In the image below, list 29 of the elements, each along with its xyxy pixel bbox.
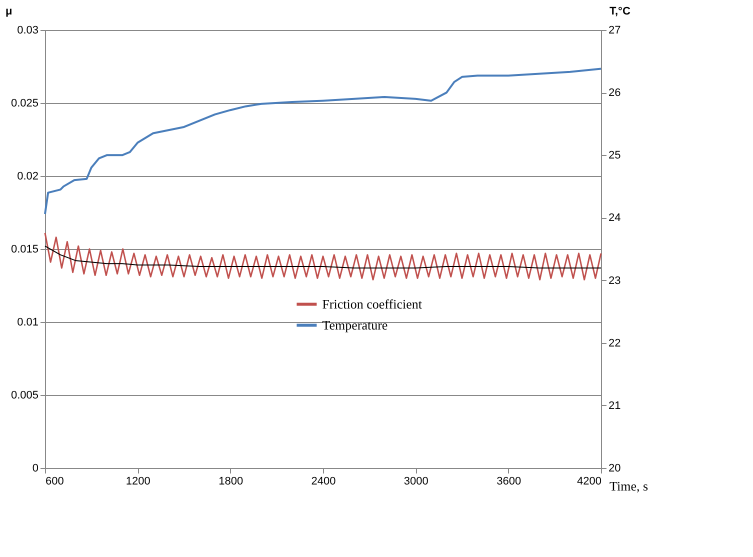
y2-tick-label: 20	[608, 462, 621, 474]
y2-tick-label: 27	[608, 24, 621, 36]
x-tick-label: 2400	[311, 476, 336, 488]
x-tick-label: 1200	[126, 476, 150, 488]
y2-tick-label: 24	[608, 212, 621, 224]
y-tick-label: 0.02	[17, 170, 38, 182]
x-tick-label: 4200	[577, 476, 602, 488]
x-tick-label: 3000	[404, 476, 428, 488]
y-tick-label: 0.01	[17, 316, 38, 328]
y2-tick-label: 23	[608, 274, 621, 287]
y-tick-label: 0	[32, 462, 38, 474]
x-tick-label: 3600	[496, 476, 522, 488]
y2-tick-label: 26	[608, 87, 621, 100]
y-tick-label: 0.025	[10, 98, 38, 110]
y2-tick-label: 21	[608, 400, 621, 412]
y2-tick-label: 22	[608, 337, 621, 350]
y-tick-label: 0.03	[17, 24, 38, 36]
y2-axis-title: T,°C	[610, 6, 630, 18]
y-tick-label: 0.005	[10, 390, 38, 402]
legend-label: Friction coefficient	[322, 296, 422, 312]
y-axis-title: μ	[6, 6, 12, 18]
y-tick-label: 0.015	[10, 244, 38, 256]
line-series	[44, 68, 602, 215]
legend-label: Temperature	[322, 317, 388, 332]
x-tick-label: 600	[46, 476, 64, 488]
x-tick-label: 1800	[218, 476, 244, 488]
x-axis-title: Time, s	[610, 478, 648, 494]
line-series	[44, 232, 602, 280]
y2-tick-label: 25	[608, 150, 621, 162]
